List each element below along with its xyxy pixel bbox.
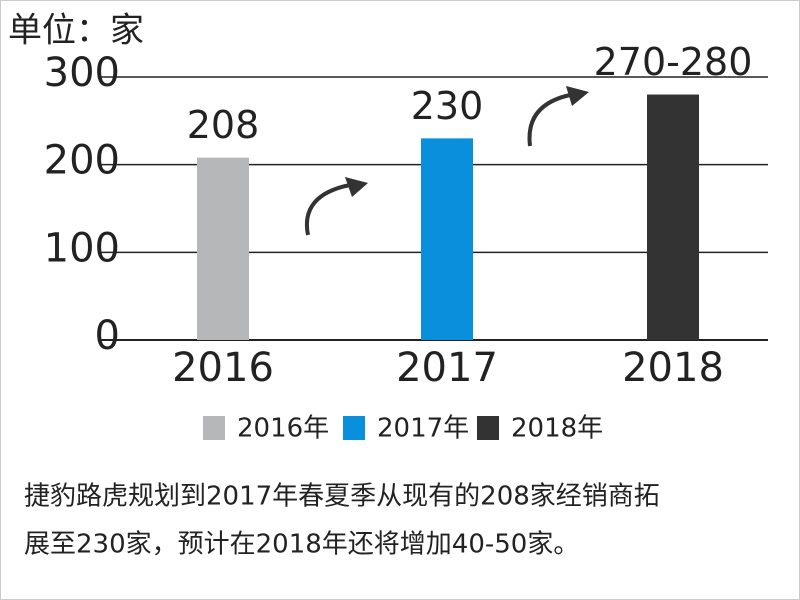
bar (421, 138, 473, 340)
bar (647, 94, 699, 341)
arrow-head (566, 86, 589, 106)
arrow (304, 183, 351, 236)
caption-line: 展至230家，预计在2018年还将增加40-50家。 (24, 530, 579, 560)
y-tick-label: 100 (44, 225, 120, 271)
legend-label: 2017年 (377, 414, 469, 444)
legend-swatch (203, 416, 225, 440)
y-tick-label: 300 (44, 50, 120, 96)
arrow-head (345, 177, 368, 197)
value-label: 230 (411, 84, 484, 128)
legend-swatch (477, 416, 499, 440)
y-tick-label: 0 (95, 313, 120, 359)
legend-swatch (343, 416, 365, 440)
y-tick-label: 200 (44, 138, 120, 184)
bar (197, 157, 249, 340)
unit-label: 单位：家 (8, 11, 144, 51)
arrow (527, 93, 571, 147)
legend-label: 2016年 (237, 414, 329, 444)
caption-line: 捷豹路虎规划到2017年春夏季从现有的208家经销商拓 (24, 482, 660, 512)
legend-label: 2018年 (511, 414, 603, 444)
x-tick-label: 2016 (172, 345, 274, 391)
value-label: 208 (187, 103, 260, 147)
value-label: 270-280 (594, 40, 753, 84)
x-tick-label: 2018 (622, 345, 724, 391)
x-tick-label: 2017 (396, 345, 498, 391)
